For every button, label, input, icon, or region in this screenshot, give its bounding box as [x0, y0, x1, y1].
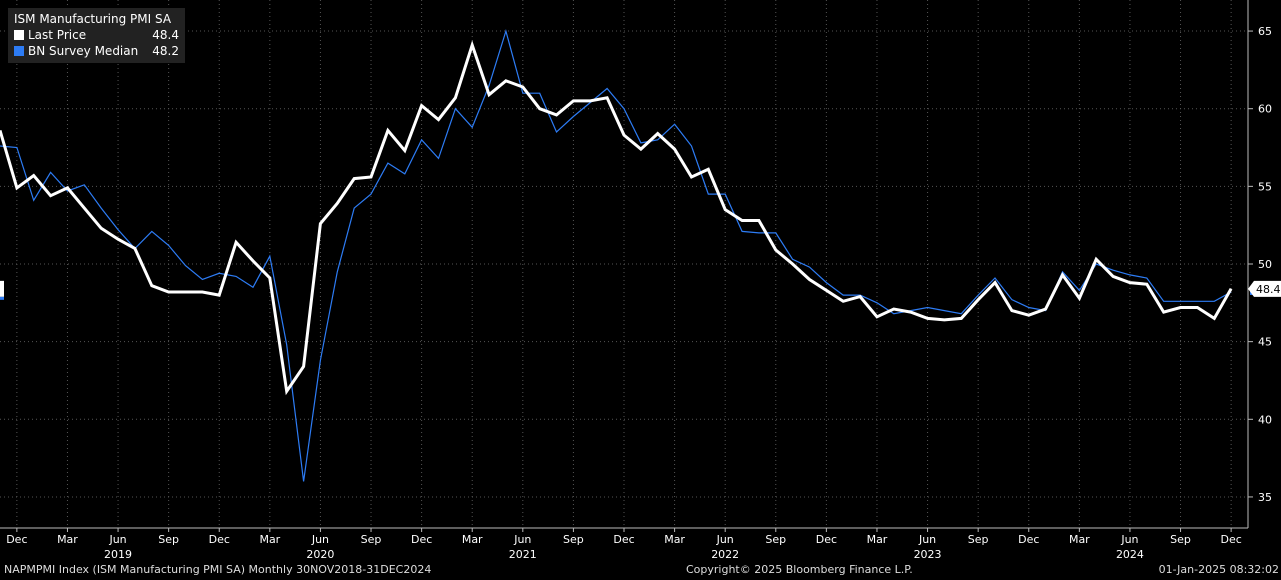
legend-swatch-white	[14, 30, 24, 40]
series-line-bn-survey-median	[0, 28, 1232, 482]
x-tick-label: Dec	[1018, 533, 1039, 546]
right-axis-badge-label: 48.4	[1256, 283, 1281, 296]
y-tick-label: 35	[1258, 491, 1272, 504]
y-tick-label: 65	[1258, 25, 1272, 38]
x-tick-label: Dec	[816, 533, 837, 546]
y-axis: 35 40 45 50 55 60 65	[1247, 0, 1272, 528]
footer-center: Copyright© 2025 Bloomberg Finance L.P.	[686, 563, 913, 576]
legend-item-last-price[interactable]: Last Price 48.4	[14, 27, 179, 43]
y-tick-label: 45	[1258, 336, 1272, 349]
x-year-label: 2022	[711, 548, 739, 561]
x-tick-label: Mar	[664, 533, 685, 546]
series-line-last-price	[0, 40, 1233, 396]
x-tick-label: Dec	[411, 533, 432, 546]
legend-label: Last Price	[28, 28, 87, 42]
x-tick-label: Jun	[513, 533, 531, 546]
x-tick-label: Dec	[613, 533, 634, 546]
footer-right: 01-Jan-2025 08:32:02	[1158, 563, 1279, 576]
legend-item-bn-survey-median[interactable]: BN Survey Median 48.2	[14, 43, 179, 59]
x-tick-label: Sep	[968, 533, 989, 546]
legend-title: ISM Manufacturing PMI SA	[14, 12, 172, 26]
x-tick-label: Dec	[1220, 533, 1241, 546]
x-tick-label: Sep	[158, 533, 179, 546]
x-tick-label: Mar	[462, 533, 483, 546]
x-tick-label: Jun	[108, 533, 126, 546]
y-tick-label: 55	[1258, 180, 1272, 193]
left-edge-badge	[0, 280, 4, 297]
x-year-label: 2023	[914, 548, 942, 561]
x-tick-label: Dec	[6, 533, 27, 546]
x-year-label: 2020	[306, 548, 334, 561]
legend-swatch-blue	[14, 46, 24, 56]
x-tick-label: Sep	[563, 533, 584, 546]
x-tick-label: Mar	[57, 533, 78, 546]
x-tick-label: Sep	[361, 533, 382, 546]
series-lines	[0, 28, 1233, 482]
left-edge-badge-blue	[0, 296, 4, 300]
x-tick-label: Sep	[1170, 533, 1191, 546]
x-tick-label: Jun	[918, 533, 936, 546]
legend-value: 48.4	[152, 28, 179, 42]
value-badges: 48.4	[0, 280, 1281, 300]
legend: ISM Manufacturing PMI SA Last Price 48.4…	[8, 8, 185, 63]
x-tick-label: Sep	[765, 533, 786, 546]
right-axis-badge-white	[1248, 280, 1281, 297]
x-tick-label: Mar	[259, 533, 280, 546]
x-year-label: 2021	[509, 548, 537, 561]
x-tick-label: Jun	[311, 533, 329, 546]
x-tick-label: Mar	[1069, 533, 1090, 546]
legend-value: 48.2	[152, 44, 179, 58]
y-tick-label: 50	[1258, 258, 1272, 271]
x-tick-label: Mar	[867, 533, 888, 546]
x-tick-label: Dec	[209, 533, 230, 546]
x-tick-label: Jun	[716, 533, 734, 546]
x-year-label: 2024	[1116, 548, 1144, 561]
footer-left: NAPMPMI Index (ISM Manufacturing PMI SA)…	[4, 563, 432, 576]
y-tick-label: 40	[1258, 413, 1272, 426]
chart-grid	[0, 0, 1248, 528]
x-tick-label: Jun	[1120, 533, 1138, 546]
x-axis: Dec Mar Jun Sep Dec Mar Jun Sep Dec Mar Jun Sep Dec M…	[0, 527, 1248, 561]
x-year-label: 2019	[104, 548, 132, 561]
y-tick-label: 60	[1258, 103, 1272, 116]
legend-label: BN Survey Median	[28, 44, 139, 58]
